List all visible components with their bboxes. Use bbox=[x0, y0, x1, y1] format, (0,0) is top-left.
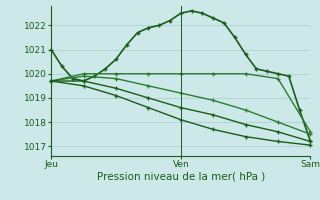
X-axis label: Pression niveau de la mer( hPa ): Pression niveau de la mer( hPa ) bbox=[97, 172, 265, 182]
